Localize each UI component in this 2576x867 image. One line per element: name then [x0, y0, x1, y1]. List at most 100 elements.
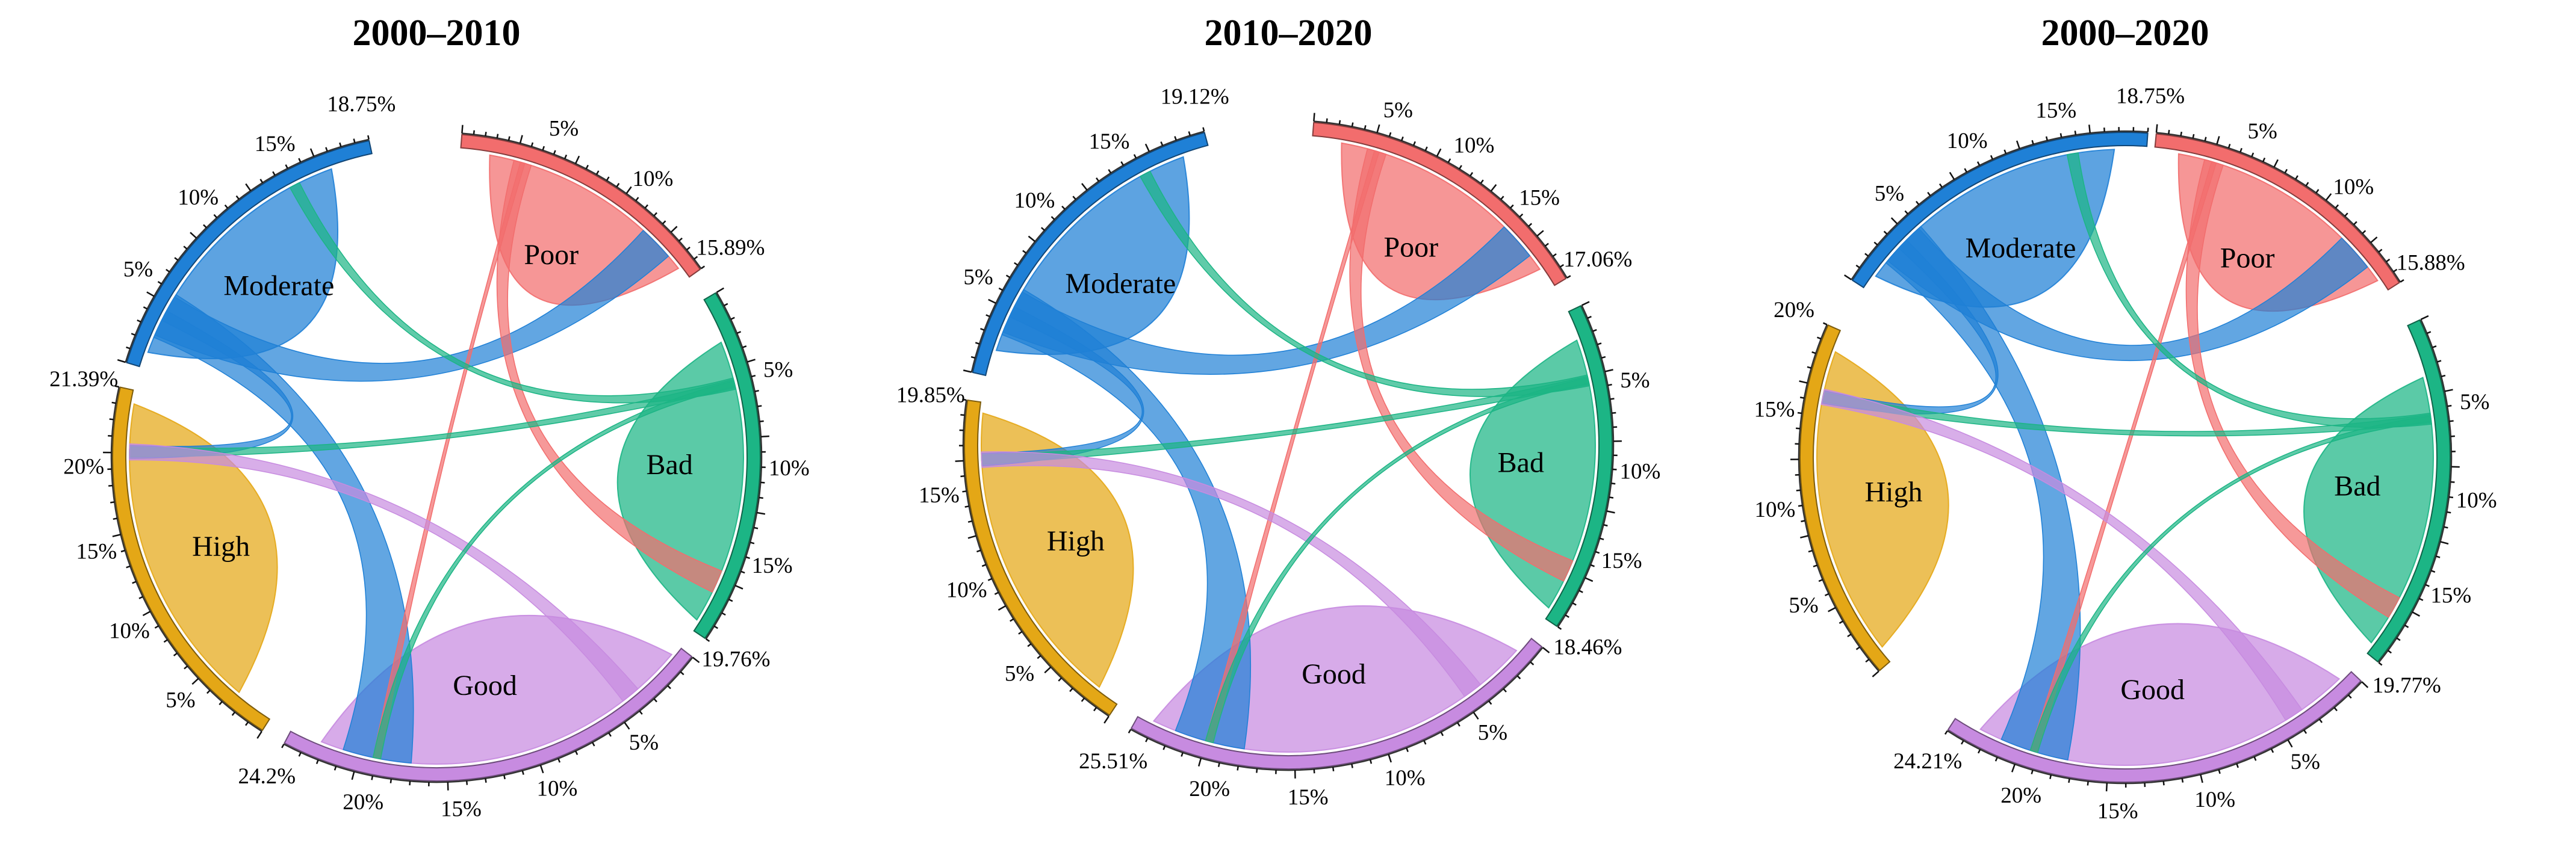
- arc-axis-poor: [1314, 120, 1568, 279]
- tick-mark: [2396, 637, 2401, 641]
- tick-mark: [2325, 193, 2332, 201]
- tick-mark: [680, 671, 684, 676]
- chord-poor-to-bad: [1349, 148, 1574, 582]
- chord-poor-to-bad: [2185, 159, 2400, 618]
- tick-mark: [742, 345, 747, 348]
- share-label: 25.51%: [1079, 749, 1147, 774]
- tick-label: 10%: [1619, 459, 1660, 484]
- tick-mark: [2236, 763, 2239, 768]
- tick-mark: [1609, 496, 1614, 499]
- tick-mark: [2011, 764, 2016, 773]
- chart-title: 2000–2020: [2041, 13, 2209, 54]
- tick-mark: [2425, 584, 2430, 587]
- tick-mark: [231, 711, 236, 716]
- tick-mark: [113, 517, 117, 520]
- arc-good: [284, 647, 693, 782]
- tick-mark: [1044, 666, 1052, 674]
- tick-mark: [2447, 511, 2451, 514]
- tick-mark: [184, 665, 188, 670]
- tick-mark: [721, 612, 726, 616]
- tick-mark: [653, 212, 657, 217]
- tick-mark: [1519, 213, 1524, 218]
- tick-mark: [1120, 161, 1125, 166]
- tick-mark: [132, 581, 137, 584]
- tick-mark: [2180, 131, 2182, 137]
- tick-label: 15%: [1089, 129, 1130, 154]
- tick-mark: [1108, 168, 1112, 174]
- category-label-poor: Poor: [2220, 242, 2275, 274]
- share-label: 18.75%: [2116, 84, 2185, 108]
- tick-mark: [994, 591, 999, 595]
- tick-mark: [1557, 626, 1562, 630]
- tick-mark: [998, 605, 1007, 611]
- tick-mark: [298, 752, 302, 757]
- tick-mark: [1093, 707, 1097, 712]
- tick-mark: [967, 520, 973, 523]
- tick-mark: [2204, 137, 2207, 141]
- tick-mark: [2200, 774, 2203, 783]
- tick-mark: [1447, 158, 1451, 163]
- tick-mark: [1813, 564, 1817, 567]
- tick-mark: [686, 246, 691, 251]
- tick-mark: [191, 677, 199, 685]
- tick-mark: [639, 710, 643, 715]
- tick-mark: [2045, 136, 2049, 141]
- tick-mark: [2305, 182, 2309, 187]
- tick-mark: [644, 204, 648, 209]
- tick-mark: [1799, 380, 1808, 384]
- tick-mark: [2074, 131, 2077, 135]
- tick-mark: [1799, 396, 1805, 399]
- tick-mark: [131, 333, 136, 336]
- arc-axis-poor: [462, 132, 702, 270]
- tick-mark: [1796, 489, 1801, 492]
- chart-title: 2000–2010: [353, 13, 521, 54]
- tick-mark: [1581, 301, 1590, 306]
- tick-mark: [325, 147, 328, 152]
- tick-mark: [2386, 258, 2391, 263]
- tick-label: 5%: [1383, 98, 1413, 123]
- tick-mark: [759, 420, 764, 422]
- tick-mark: [1369, 759, 1373, 764]
- tick-mark: [1873, 241, 1878, 246]
- chord-good-to-high: [1820, 389, 2303, 721]
- tick-mark: [2031, 140, 2034, 145]
- tick-mark: [736, 331, 742, 335]
- tick-mark: [2216, 136, 2220, 145]
- arc-moderate: [126, 140, 373, 368]
- tick-mark: [1010, 618, 1014, 622]
- tick-mark: [2426, 331, 2432, 335]
- tick-label: 15%: [1519, 185, 1560, 210]
- tick-mark: [1904, 210, 1909, 215]
- tick-mark: [1440, 732, 1444, 736]
- tick-mark: [2273, 159, 2279, 168]
- tick-mark: [142, 611, 151, 617]
- tick-mark: [2418, 597, 2424, 601]
- tick-label: 5%: [166, 688, 195, 712]
- tick-mark: [2441, 374, 2446, 378]
- tick-mark: [998, 287, 1004, 291]
- tick-label: 5%: [1005, 662, 1034, 687]
- tick-label: 15%: [752, 554, 793, 578]
- tick-mark: [624, 721, 630, 730]
- tick-label: 10%: [1385, 766, 1426, 791]
- tick-label: 10%: [1947, 129, 1988, 153]
- tick-mark: [1597, 342, 1602, 345]
- tick-mark: [1595, 551, 1600, 554]
- tick-mark: [1800, 535, 1809, 538]
- tick-label: 20%: [1189, 777, 1230, 801]
- arc-poor: [460, 134, 701, 278]
- tick-mark: [2335, 204, 2339, 209]
- arc-high: [112, 386, 271, 732]
- tick-label: 5%: [2291, 750, 2320, 774]
- share-label: 20%: [1774, 298, 1814, 322]
- tick-mark: [1530, 661, 1535, 665]
- tick-mark: [2420, 315, 2429, 321]
- tick-mark: [1510, 204, 1514, 209]
- tick-mark: [1424, 146, 1428, 151]
- category-label-moderate: Moderate: [1065, 268, 1176, 300]
- arc-axis-good: [1947, 681, 2363, 785]
- tick-mark: [1423, 740, 1427, 745]
- tick-mark: [980, 328, 985, 331]
- tick-mark: [574, 155, 580, 164]
- tick-mark: [1828, 606, 1836, 612]
